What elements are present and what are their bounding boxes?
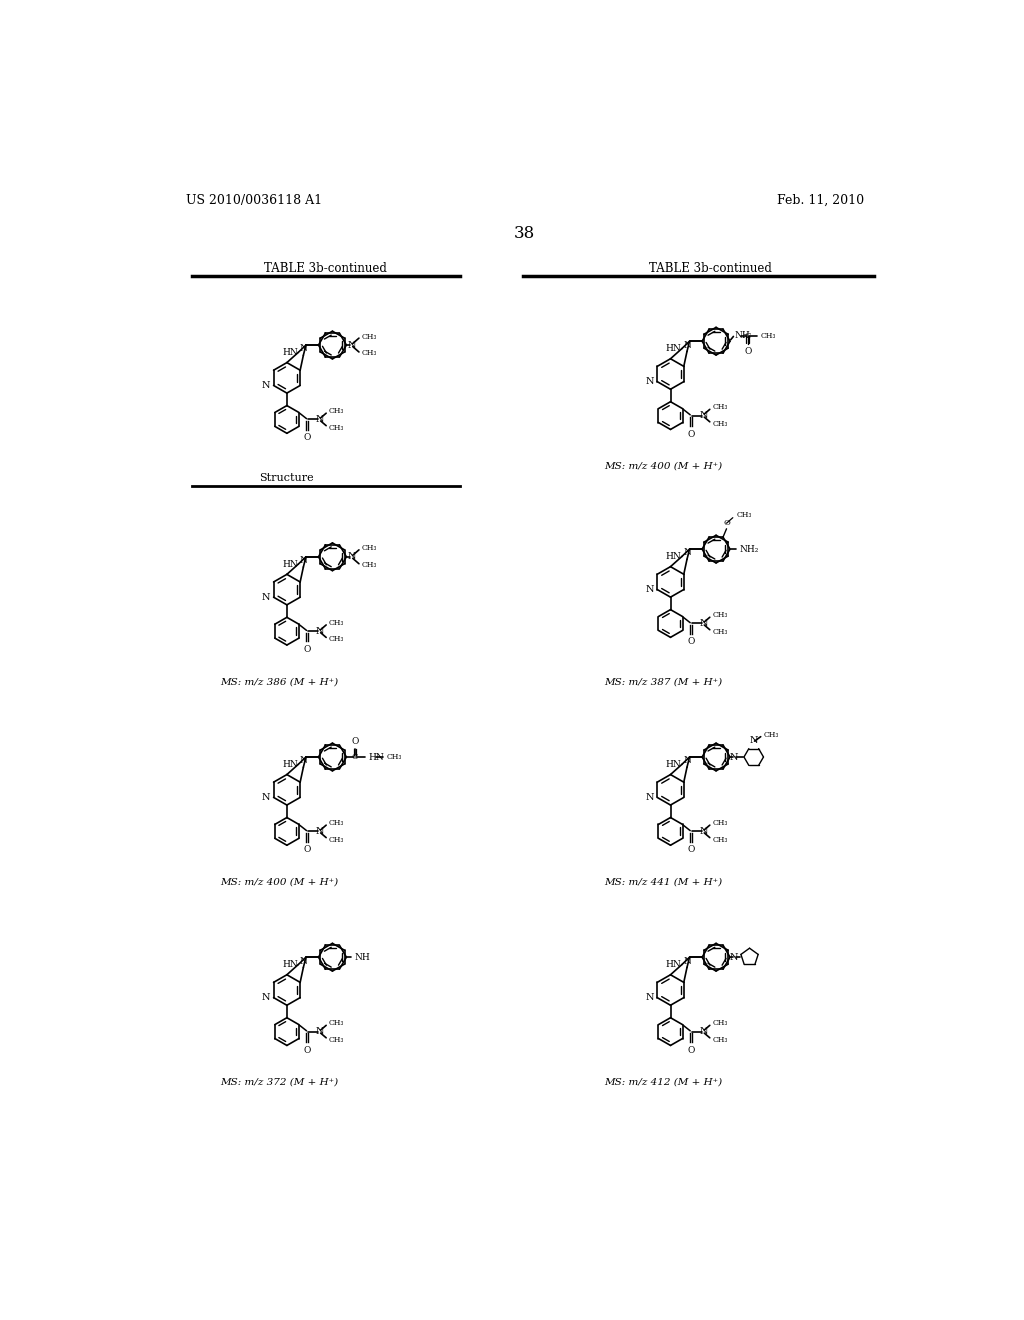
- Text: N: N: [300, 756, 307, 766]
- Text: HN: HN: [666, 345, 681, 354]
- Text: N: N: [750, 737, 758, 744]
- Text: N: N: [315, 1027, 325, 1036]
- Text: TABLE 3b-continued: TABLE 3b-continued: [649, 261, 772, 275]
- Text: O: O: [687, 638, 694, 647]
- Text: O: O: [687, 1045, 694, 1055]
- Text: N: N: [315, 826, 325, 836]
- Text: MS: m/z 400 (M + H⁺): MS: m/z 400 (M + H⁺): [220, 878, 338, 887]
- Text: N: N: [683, 549, 691, 557]
- Text: N: N: [261, 793, 270, 803]
- Text: CH₃: CH₃: [329, 820, 344, 828]
- Text: HN: HN: [282, 560, 298, 569]
- Text: MS: m/z 441 (M + H⁺): MS: m/z 441 (M + H⁺): [604, 878, 722, 887]
- Text: C: C: [351, 752, 358, 762]
- Text: N: N: [315, 627, 325, 636]
- Text: Structure: Structure: [259, 473, 314, 483]
- Text: N: N: [300, 957, 307, 966]
- Text: N: N: [645, 585, 653, 594]
- Text: N: N: [730, 953, 738, 962]
- Text: MS: m/z 400 (M + H⁺): MS: m/z 400 (M + H⁺): [604, 462, 722, 471]
- Text: CH₃: CH₃: [361, 561, 377, 569]
- Text: N: N: [300, 556, 307, 565]
- Text: N: N: [683, 756, 691, 766]
- Text: HN: HN: [666, 960, 681, 969]
- Text: US 2010/0036118 A1: US 2010/0036118 A1: [186, 194, 323, 207]
- Text: HN: HN: [282, 960, 298, 969]
- Text: CH₃: CH₃: [329, 1036, 344, 1044]
- Text: O: O: [687, 429, 694, 438]
- Text: NH: NH: [734, 331, 750, 341]
- Text: O: O: [723, 519, 730, 527]
- Text: CH₃: CH₃: [713, 836, 728, 843]
- Text: 38: 38: [514, 226, 536, 243]
- Text: MS: m/z 386 (M + H⁺): MS: m/z 386 (M + H⁺): [220, 677, 338, 686]
- Text: MS: m/z 387 (M + H⁺): MS: m/z 387 (M + H⁺): [604, 677, 722, 686]
- Text: CH₃: CH₃: [713, 611, 728, 619]
- Text: N: N: [683, 341, 691, 350]
- Text: O: O: [304, 845, 311, 854]
- Text: N: N: [699, 411, 708, 420]
- Text: N: N: [261, 993, 270, 1002]
- Text: MS: m/z 412 (M + H⁺): MS: m/z 412 (M + H⁺): [604, 1078, 722, 1086]
- Text: N: N: [300, 345, 307, 354]
- Text: NH: NH: [354, 953, 371, 962]
- Text: CH₃: CH₃: [713, 820, 728, 828]
- Text: CH₃: CH₃: [361, 350, 377, 358]
- Text: CH₃: CH₃: [713, 1019, 728, 1027]
- Text: Feb. 11, 2010: Feb. 11, 2010: [777, 194, 864, 207]
- Text: O: O: [304, 1045, 311, 1055]
- Text: C: C: [745, 331, 752, 339]
- Text: HN: HN: [369, 752, 384, 762]
- Text: CH₃: CH₃: [361, 333, 377, 341]
- Text: HN: HN: [282, 760, 298, 770]
- Text: HN: HN: [282, 348, 298, 356]
- Text: CH₃: CH₃: [361, 544, 377, 553]
- Text: O: O: [687, 845, 694, 854]
- Text: CH₃: CH₃: [713, 404, 728, 412]
- Text: N: N: [348, 552, 356, 561]
- Text: MS: m/z 372 (M + H⁺): MS: m/z 372 (M + H⁺): [220, 1078, 338, 1086]
- Text: CH₃: CH₃: [329, 424, 344, 432]
- Text: O: O: [744, 347, 752, 356]
- Text: N: N: [730, 752, 738, 762]
- Text: CH₃: CH₃: [713, 1036, 728, 1044]
- Text: CH₃: CH₃: [761, 331, 776, 339]
- Text: O: O: [351, 737, 358, 746]
- Text: CH₃: CH₃: [737, 511, 753, 519]
- Text: N: N: [261, 593, 270, 602]
- Text: O: O: [304, 645, 311, 655]
- Text: N: N: [699, 1027, 708, 1036]
- Text: HN: HN: [666, 760, 681, 770]
- Text: CH₃: CH₃: [329, 635, 344, 643]
- Text: CH₃: CH₃: [329, 619, 344, 627]
- Text: N: N: [261, 381, 270, 389]
- Text: N: N: [645, 378, 653, 387]
- Text: O: O: [304, 433, 311, 442]
- Text: N: N: [645, 793, 653, 803]
- Text: N: N: [315, 414, 325, 424]
- Text: CH₃: CH₃: [329, 836, 344, 843]
- Text: NH₂: NH₂: [739, 545, 759, 553]
- Text: N: N: [645, 993, 653, 1002]
- Text: TABLE 3b-continued: TABLE 3b-continued: [264, 261, 387, 275]
- Text: N: N: [699, 826, 708, 836]
- Text: N: N: [699, 619, 708, 628]
- Text: CH₃: CH₃: [329, 1019, 344, 1027]
- Text: CH₃: CH₃: [713, 628, 728, 636]
- Text: N: N: [683, 957, 691, 966]
- Text: CH₃: CH₃: [713, 420, 728, 428]
- Text: CH₃: CH₃: [387, 752, 402, 762]
- Text: CH₃: CH₃: [329, 407, 344, 414]
- Text: CH₃: CH₃: [764, 730, 779, 739]
- Text: N: N: [348, 341, 356, 350]
- Text: HN: HN: [666, 552, 681, 561]
